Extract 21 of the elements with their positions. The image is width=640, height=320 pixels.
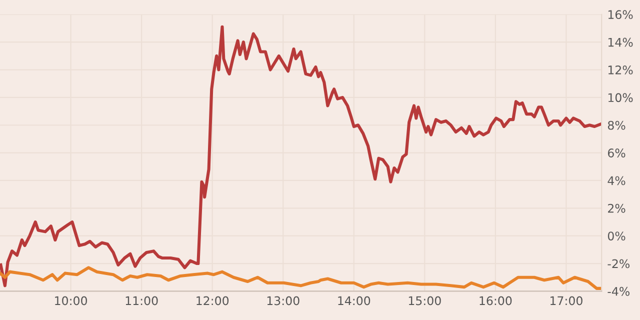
x-tick-label: 10:00 (55, 296, 88, 306)
y-tick-label: 16% (608, 10, 633, 20)
y-tick-label: 10% (608, 93, 633, 102)
line-series (0, 266, 602, 290)
line-series (0, 25, 602, 288)
y-tick-label: 0% (608, 232, 626, 240)
x-tick-label: 17:00 (550, 296, 582, 306)
y-tick-label: 14% (608, 38, 633, 47)
y-tick-label: 8% (608, 120, 626, 130)
x-tick-label: 14:00 (338, 296, 370, 306)
y-tick-label: 2% (608, 204, 626, 213)
x-tick-label: 13:00 (267, 296, 300, 306)
y-tick-label: 12% (608, 65, 633, 74)
x-tick-label: 11:00 (126, 296, 158, 306)
x-tick-label: 16:00 (480, 296, 512, 306)
y-tick-label: -2% (608, 259, 630, 268)
x-tick-label: 15:00 (408, 296, 441, 306)
x-tick-label: 12:00 (196, 296, 229, 306)
y-tick-label: -4% (608, 286, 630, 296)
y-tick-label: 6% (608, 148, 626, 158)
y-tick-label: 4% (608, 176, 626, 186)
